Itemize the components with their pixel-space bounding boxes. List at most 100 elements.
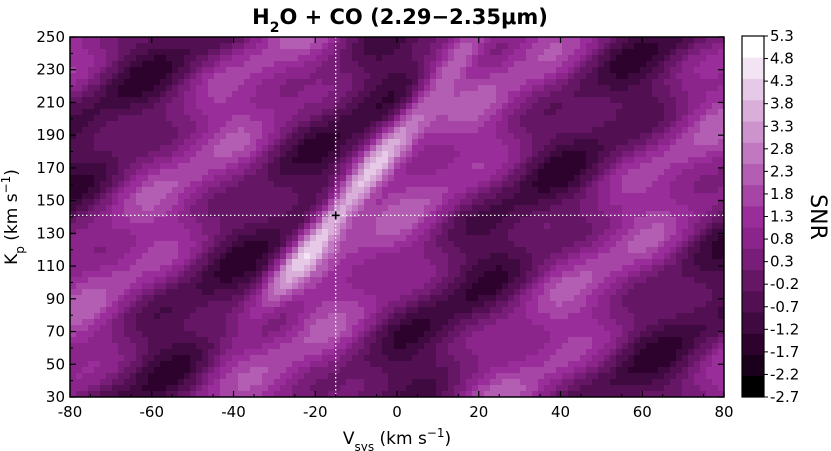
heatmap-cell	[382, 355, 389, 362]
heatmap-cell	[172, 79, 179, 86]
heatmap-cell	[82, 175, 89, 182]
heatmap-cell	[376, 343, 383, 350]
heatmap-cell	[322, 85, 329, 92]
heatmap-cell	[394, 187, 401, 194]
heatmap-cell	[484, 259, 491, 266]
heatmap-cell	[238, 73, 245, 80]
heatmap-cell	[76, 151, 83, 158]
heatmap-cell	[436, 217, 443, 224]
heatmap-cell	[388, 325, 395, 332]
heatmap-cell	[166, 67, 173, 74]
heatmap-cell	[172, 217, 179, 224]
heatmap-cell	[280, 205, 287, 212]
heatmap-cell	[292, 253, 299, 260]
heatmap-cell	[196, 235, 203, 242]
heatmap-cell	[334, 109, 341, 116]
heatmap-cell	[190, 73, 197, 80]
heatmap-cell	[226, 49, 233, 56]
heatmap-cell	[190, 37, 197, 44]
heatmap-cell	[250, 247, 257, 254]
heatmap-cell	[322, 277, 329, 284]
heatmap-cell	[346, 145, 353, 152]
heatmap-cell	[112, 253, 119, 260]
heatmap-cell	[238, 175, 245, 182]
heatmap-cell	[214, 175, 221, 182]
heatmap-cell	[484, 241, 491, 248]
heatmap-cell	[190, 391, 197, 397]
heatmap-cell	[208, 43, 215, 50]
heatmap-cell	[166, 175, 173, 182]
heatmap-cell	[334, 337, 341, 344]
heatmap-cell	[562, 109, 569, 116]
heatmap-cell	[136, 373, 143, 380]
heatmap-cell	[190, 127, 197, 134]
heatmap-cell	[478, 313, 485, 320]
heatmap-cell	[172, 145, 179, 152]
heatmap-cell	[352, 193, 359, 200]
heatmap-cell	[394, 229, 401, 236]
heatmap-cell	[148, 259, 155, 266]
heatmap-cell	[544, 235, 551, 242]
heatmap-cell	[376, 289, 383, 296]
heatmap-cell	[520, 199, 527, 206]
heatmap-cell	[148, 61, 155, 68]
heatmap-cell	[328, 265, 335, 272]
heatmap-cell	[76, 229, 83, 236]
heatmap-cell	[334, 295, 341, 302]
heatmap-cell	[148, 343, 155, 350]
heatmap-cell	[466, 367, 473, 374]
heatmap-cell	[250, 61, 257, 68]
heatmap-cell	[352, 163, 359, 170]
heatmap-cell	[370, 301, 377, 308]
heatmap-cell	[148, 43, 155, 50]
heatmap-cell	[346, 37, 353, 44]
heatmap-cell	[142, 73, 149, 80]
heatmap-cell	[232, 73, 239, 80]
heatmap-cell	[466, 283, 473, 290]
heatmap-cell	[280, 349, 287, 356]
heatmap-cell	[496, 295, 503, 302]
heatmap-cell	[460, 43, 467, 50]
heatmap-cell	[256, 337, 263, 344]
heatmap-cell	[274, 175, 281, 182]
heatmap-cell	[208, 307, 215, 314]
heatmap-cell	[214, 49, 221, 56]
heatmap-cell	[316, 175, 323, 182]
heatmap-cell	[460, 109, 467, 116]
heatmap-cell	[82, 151, 89, 158]
heatmap-cell	[496, 157, 503, 164]
heatmap-cell	[346, 247, 353, 254]
heatmap-cell	[316, 337, 323, 344]
heatmap-cell	[250, 127, 257, 134]
heatmap-cell	[154, 55, 161, 62]
heatmap-cell	[340, 97, 347, 104]
heatmap-cell	[406, 199, 413, 206]
heatmap-cell	[532, 349, 539, 356]
heatmap-cell	[346, 241, 353, 248]
heatmap-cell	[418, 265, 425, 272]
heatmap-cell	[208, 295, 215, 302]
heatmap-cell	[484, 229, 491, 236]
heatmap-cell	[202, 379, 209, 386]
heatmap-cell	[550, 223, 557, 230]
heatmap-cell	[532, 259, 539, 266]
heatmap-cell	[520, 163, 527, 170]
heatmap-cell	[436, 205, 443, 212]
heatmap-cell	[88, 229, 95, 236]
heatmap-cell	[412, 127, 419, 134]
heatmap-cell	[130, 229, 137, 236]
heatmap-cell	[166, 109, 173, 116]
heatmap-cell	[448, 121, 455, 128]
heatmap-cell	[490, 295, 497, 302]
heatmap-cell	[286, 79, 293, 86]
heatmap-cell	[202, 91, 209, 98]
heatmap-cell	[352, 289, 359, 296]
heatmap-cell	[238, 391, 245, 397]
heatmap-cell	[154, 199, 161, 206]
heatmap-cell	[166, 223, 173, 230]
heatmap-cell	[484, 49, 491, 56]
heatmap-cell	[484, 67, 491, 74]
heatmap-cell	[346, 277, 353, 284]
heatmap-cell	[220, 37, 227, 44]
heatmap-cell	[112, 145, 119, 152]
